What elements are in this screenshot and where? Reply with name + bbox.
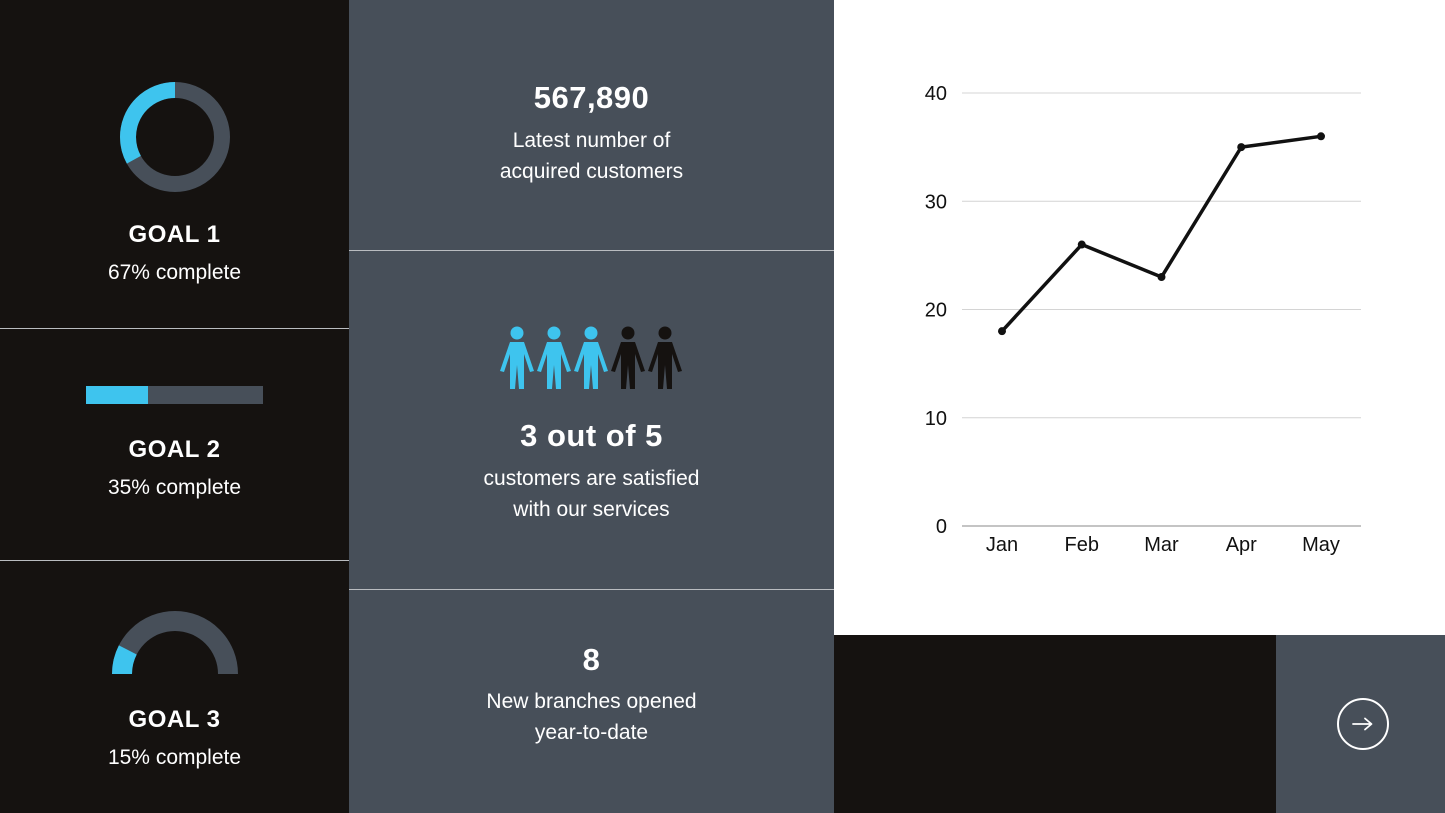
person-icon <box>574 326 608 389</box>
customers-count: 567,890 <box>533 80 650 115</box>
x-tick-label: May <box>1302 534 1340 556</box>
goal-1-title: GOAL 1 <box>128 221 221 248</box>
next-button[interactable] <box>1337 698 1389 750</box>
gauge-progress <box>112 645 137 675</box>
y-tick-label: 30 <box>925 191 947 213</box>
y-tick-label: 10 <box>925 408 947 430</box>
customers-description-line: Latest number of <box>512 129 671 152</box>
footer-dark-block <box>834 635 1276 813</box>
customers-description: Latest number of acquired customers <box>349 125 834 187</box>
data-point <box>1237 143 1246 152</box>
line-chart: 0 10 20 30 40 Jan Feb Mar Apr May <box>925 83 1361 556</box>
data-point <box>1157 273 1166 282</box>
gauge-track <box>112 611 238 675</box>
x-tick-label: Apr <box>1226 534 1257 556</box>
y-tick-label: 40 <box>925 83 947 105</box>
x-tick-label: Mar <box>1144 534 1179 556</box>
goal-3-gauge <box>112 611 238 675</box>
goal-1-status: 67% complete <box>107 261 242 284</box>
goal-2-progress-bar <box>86 386 263 404</box>
people-icons <box>499 326 689 390</box>
x-tick-label: Feb <box>1065 534 1099 556</box>
goal-2-title: GOAL 2 <box>128 436 221 463</box>
person-icon <box>611 326 645 389</box>
donut-progress <box>120 82 230 192</box>
person-icon <box>648 326 682 389</box>
y-tick-label: 20 <box>925 300 947 322</box>
satisfaction-description: customers are satisfied with our service… <box>349 463 834 525</box>
goal-2-status: 35% complete <box>107 476 242 499</box>
goals-column <box>0 0 349 813</box>
stat-divider <box>349 589 834 590</box>
data-point <box>1077 240 1086 249</box>
goal-3-title: GOAL 3 <box>128 706 221 733</box>
data-point <box>1317 132 1325 141</box>
branches-description-line: New branches opened <box>486 690 697 713</box>
person-icon <box>500 326 534 389</box>
series-line <box>1000 134 1322 333</box>
branches-count: 8 <box>582 642 601 677</box>
goal-3-status: 15% complete <box>107 746 242 769</box>
chart-panel <box>834 0 1445 635</box>
goal-divider <box>0 328 349 329</box>
satisfaction-description-line: with our services <box>513 498 670 521</box>
person-icon <box>537 326 571 389</box>
satisfaction-description-line: customers are satisfied <box>483 467 700 490</box>
goal-1-donut <box>120 82 230 192</box>
goal-2-progress-fill <box>86 386 148 404</box>
stats-column <box>349 0 834 813</box>
stat-divider <box>349 250 834 251</box>
arrow-right-icon <box>1352 717 1373 731</box>
goal-divider <box>0 560 349 561</box>
satisfaction-ratio: 3 out of 5 <box>520 418 663 453</box>
y-tick-label: 0 <box>936 516 947 538</box>
branches-description-line: year-to-date <box>534 721 649 744</box>
branches-description: New branches opened year-to-date <box>349 686 834 748</box>
x-tick-label: Jan <box>986 534 1018 556</box>
customers-description-line: acquired customers <box>499 160 684 183</box>
data-point <box>998 327 1006 336</box>
